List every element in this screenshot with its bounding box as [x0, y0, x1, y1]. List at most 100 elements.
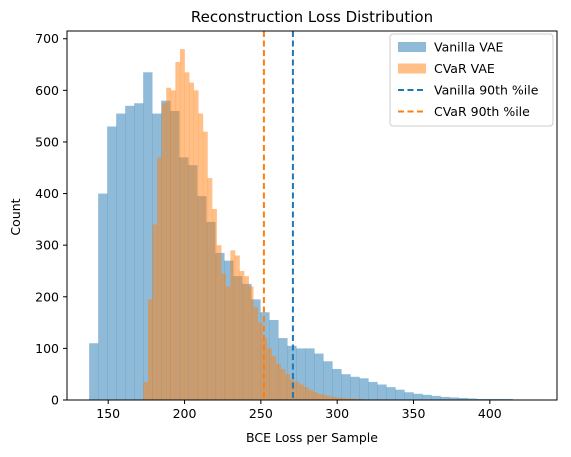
histogram-bar	[134, 103, 144, 400]
axes-frame	[66, 30, 558, 401]
histogram-bar	[198, 113, 204, 400]
histogram-bar	[386, 387, 396, 400]
legend-label: CVaR 90th %ile	[434, 104, 530, 119]
y-tick-label: 0	[51, 393, 59, 408]
histogram-bar	[332, 369, 342, 400]
plot-area	[89, 31, 540, 401]
y-tick-label: 500	[35, 134, 59, 149]
histogram-bar	[359, 378, 369, 400]
histogram-bar	[312, 392, 318, 400]
x-tick-label: 200	[173, 406, 197, 421]
histogram-bar	[368, 381, 378, 400]
legend-swatch	[398, 42, 426, 52]
histogram-bar	[296, 348, 306, 400]
histogram-bar	[317, 393, 323, 400]
histogram-bar	[294, 381, 300, 400]
y-tick-label: 200	[35, 289, 59, 304]
axes: 150 200 250 300 350 400 0 100 200 300 400 500 600 700	[35, 30, 558, 421]
histogram-bar	[341, 374, 351, 400]
histogram-bar	[143, 72, 153, 400]
histogram-bar	[216, 245, 222, 400]
histogram-bar	[305, 348, 315, 400]
histogram-bar	[248, 286, 254, 400]
histogram-bar	[395, 389, 405, 400]
histogram-bar	[161, 103, 167, 400]
histogram-bar	[253, 307, 259, 400]
histogram-bar	[193, 90, 199, 400]
legend-label: CVaR VAE	[434, 61, 495, 76]
y-tick-label: 300	[35, 238, 59, 253]
histogram-bar	[289, 379, 295, 400]
histogram-bar	[207, 178, 213, 400]
series-2	[143, 49, 373, 401]
histogram-bar	[170, 90, 176, 400]
histogram-bar	[299, 384, 304, 400]
x-tick-label: 250	[249, 406, 273, 421]
legend-box	[389, 33, 554, 127]
legend-label: Vanilla VAE	[434, 40, 504, 55]
histogram-bar	[344, 398, 350, 400]
histogram-bar	[331, 396, 336, 400]
histogram-bar	[189, 82, 194, 401]
histogram-bar	[458, 397, 468, 400]
histogram-bar	[89, 343, 99, 400]
histogram-bar	[107, 126, 117, 400]
histogram-bar	[244, 276, 249, 400]
y-tick-label: 100	[35, 341, 59, 356]
histogram-bar	[143, 381, 149, 400]
histogram-bar	[350, 376, 360, 400]
legend: Vanilla VAE CVaR VAE Vanilla 90th %ile CVaR…	[389, 33, 554, 127]
histogram-bar	[431, 395, 441, 400]
histogram-bar	[287, 345, 297, 400]
histogram-bar	[358, 398, 364, 400]
histogram-bar	[314, 353, 324, 400]
legend-label: Vanilla 90th %ile	[434, 83, 539, 98]
histogram-bar	[239, 270, 245, 400]
x-tick-label: 150	[96, 406, 120, 421]
histogram-bar	[257, 322, 263, 400]
histogram-bar	[285, 374, 291, 400]
histogram-bar	[152, 224, 158, 400]
x-tick-label: 350	[402, 406, 426, 421]
histogram-bar	[125, 105, 135, 400]
y-tick-label: 400	[35, 186, 59, 201]
histogram-bar	[449, 397, 459, 400]
histogram-bar	[266, 348, 272, 400]
histogram-bar	[276, 363, 282, 400]
histogram-bar	[166, 87, 172, 401]
histogram-bar	[413, 393, 423, 400]
histogram-bar	[147, 299, 153, 400]
histogram-bar	[221, 273, 227, 400]
histogram-bar	[271, 356, 277, 400]
histogram-bar	[175, 61, 181, 400]
histogram-bar	[349, 398, 355, 400]
histogram-bar	[422, 394, 432, 400]
legend-swatch	[398, 63, 426, 74]
x-tick-label: 300	[325, 406, 349, 421]
histogram-bar	[116, 113, 126, 400]
x-axis-label: BCE Loss per Sample	[246, 430, 378, 445]
histogram-bar	[321, 394, 327, 400]
y-tick-label: 600	[35, 83, 59, 98]
histogram-bar	[234, 255, 240, 400]
histogram-bar	[212, 209, 217, 400]
histogram-bar	[503, 398, 513, 400]
histogram-bar	[340, 397, 346, 400]
histogram-bar	[326, 395, 332, 400]
histogram-bar	[230, 250, 236, 400]
histogram-bar	[280, 369, 286, 400]
histogram-bar	[157, 157, 162, 400]
chart-title: Reconstruction Loss Distribution	[191, 8, 433, 26]
histogram-bar	[440, 396, 450, 400]
histogram-bar	[335, 397, 341, 400]
histogram-bar	[404, 392, 414, 400]
histogram-bar	[476, 398, 486, 400]
y-axis-label: Count	[8, 198, 23, 235]
histogram-bar	[184, 72, 190, 400]
histogram-bar	[353, 398, 359, 400]
histogram-bar	[98, 193, 108, 400]
histogram-bar	[308, 389, 314, 400]
histogram-bar	[202, 131, 208, 400]
y-tick-label: 700	[35, 31, 59, 46]
histogram-bar	[303, 387, 309, 400]
